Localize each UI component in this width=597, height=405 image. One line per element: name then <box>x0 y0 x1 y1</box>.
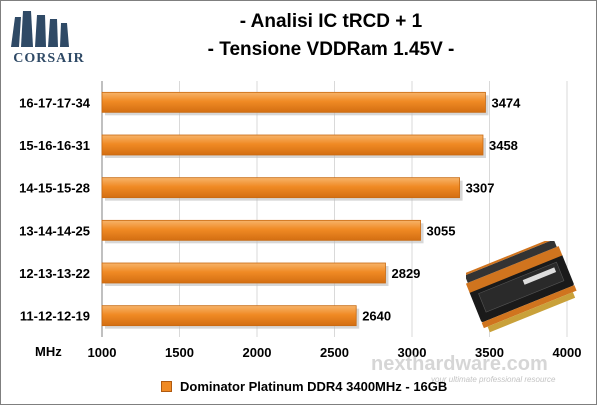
data-label: 2640 <box>362 309 391 324</box>
x-tick-label: 1500 <box>165 345 194 360</box>
bar <box>101 262 386 284</box>
category-label: 13-14-14-25 <box>19 223 90 238</box>
category-label: 14-15-15-28 <box>19 181 90 196</box>
category-label: 16-17-17-34 <box>19 95 91 110</box>
data-label: 3458 <box>489 138 518 153</box>
corsair-sails-icon <box>11 11 69 47</box>
chart-title-line-1: - Analisi IC tRCD + 1 <box>239 11 423 32</box>
x-tick-label: 1000 <box>88 345 117 360</box>
x-tick-label: 3000 <box>398 345 427 360</box>
chart-title-line-2: - Tensione VDDRam 1.45V - <box>207 39 455 60</box>
data-label: 2829 <box>391 266 420 281</box>
bar <box>101 305 357 327</box>
category-label: 11-12-12-19 <box>20 309 90 324</box>
x-axis-unit-label: MHz <box>35 344 62 359</box>
data-label: 3307 <box>466 181 495 196</box>
bar <box>101 134 484 156</box>
x-tick-label: 2000 <box>243 345 272 360</box>
x-tick-label: 3500 <box>475 345 504 360</box>
data-label: 3474 <box>491 95 521 110</box>
legend-swatch <box>161 381 172 393</box>
bar <box>101 91 486 113</box>
memory-module-image <box>466 241 577 333</box>
category-label: 12-13-13-22 <box>19 266 90 281</box>
bar <box>101 219 421 241</box>
x-tick-label: 4000 <box>553 345 582 360</box>
legend-label: Dominator Platinum DDR4 3400MHz - 16GB <box>180 379 448 394</box>
chart-legend: Dominator Platinum DDR4 3400MHz - 16GB <box>161 379 447 394</box>
watermark-text: nexthardware.com <box>371 353 548 375</box>
watermark-tagline: your ultimate professional resource <box>431 375 556 384</box>
bar <box>101 177 460 199</box>
category-label: 15-16-16-31 <box>19 138 90 153</box>
x-tick-label: 2500 <box>320 345 349 360</box>
data-label: 3055 <box>427 223 456 238</box>
brand-logo-text: CORSAIR <box>13 51 85 66</box>
